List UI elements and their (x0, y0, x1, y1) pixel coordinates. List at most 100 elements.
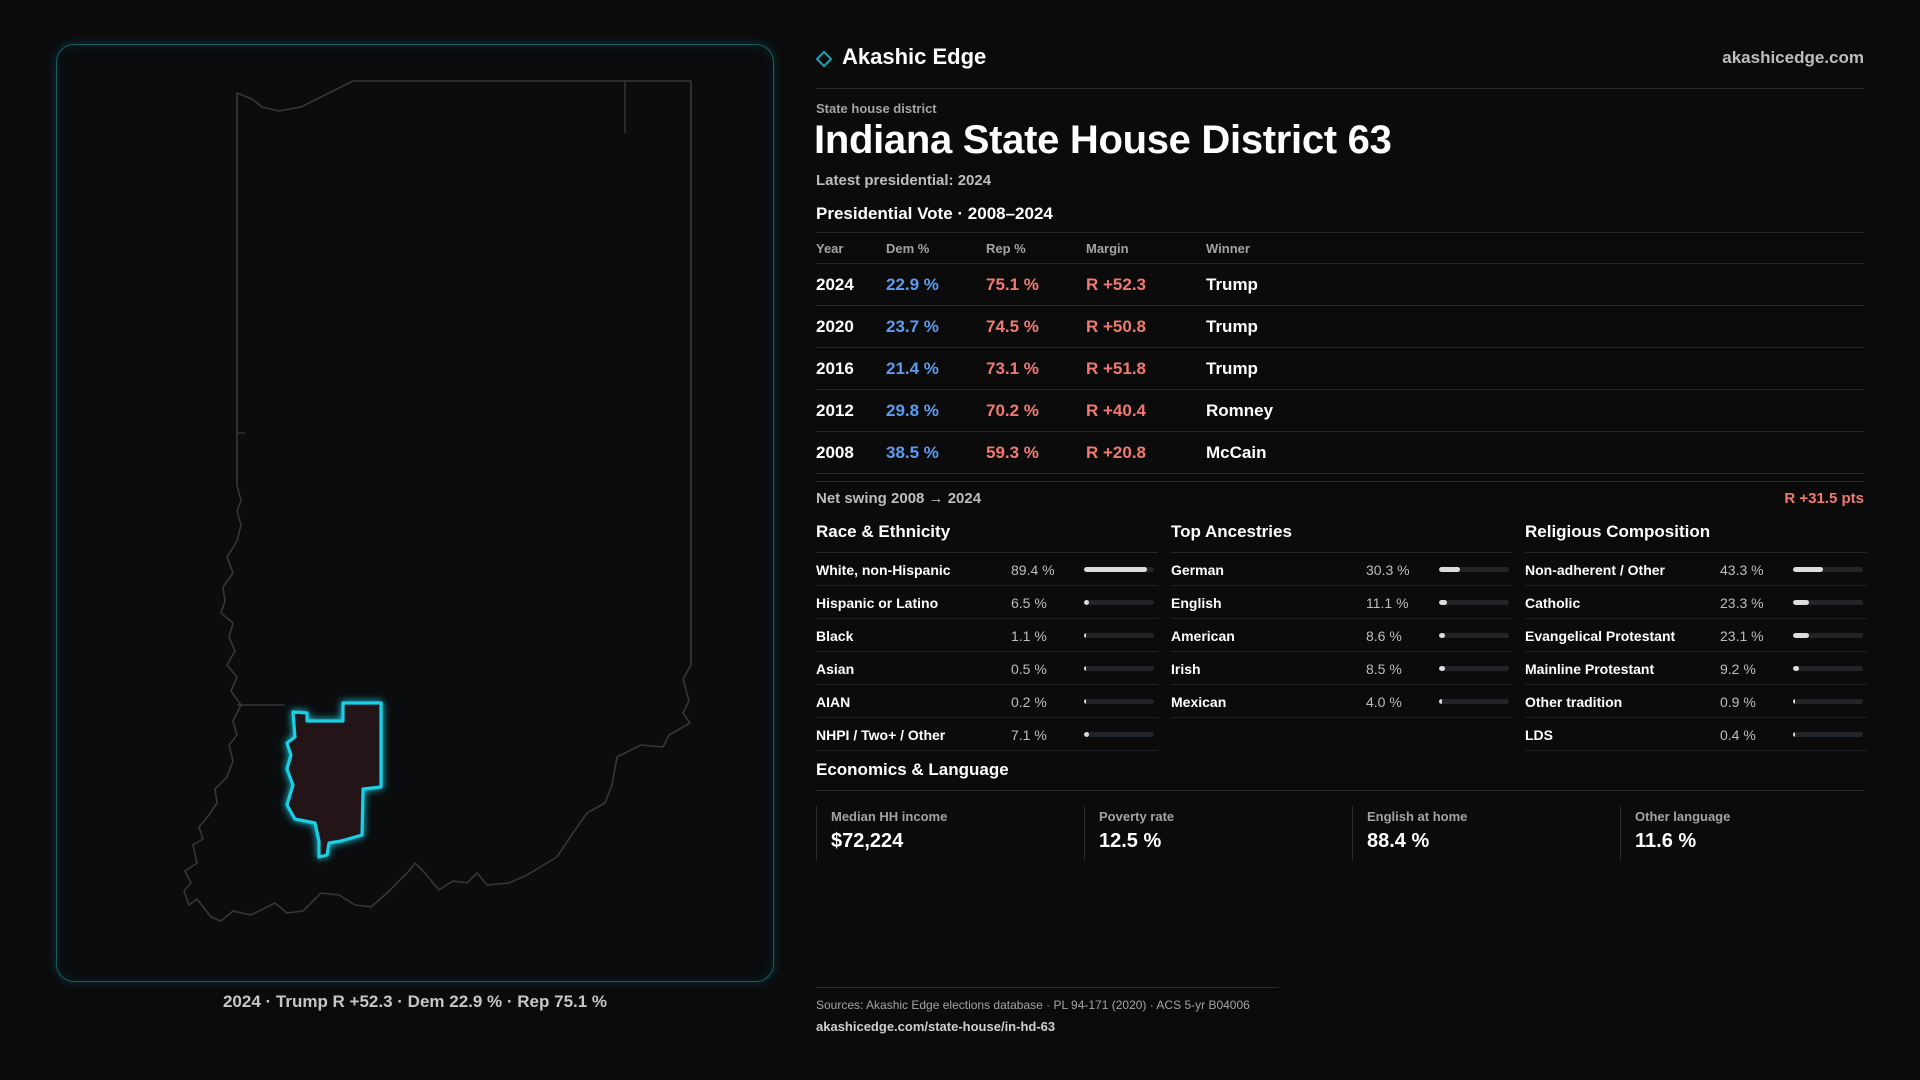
table-row[interactable]: 2024 22.9 % 75.1 % R +52.3 Trump (816, 263, 1864, 305)
economics-heading: Economics & Language (816, 760, 1009, 779)
race-list: White, non-Hispanic 89.4 % Hispanic or Lat… (816, 553, 1158, 751)
share-bar (1793, 633, 1863, 638)
divider (816, 481, 1864, 482)
list-item[interactable]: White, non-Hispanic 89.4 % (816, 553, 1158, 586)
item-label: Hispanic or Latino (816, 595, 939, 611)
item-value: 23.1 % (1720, 628, 1764, 644)
share-bar-fill (1084, 567, 1147, 572)
stat-value: 88.4 % (1367, 830, 1430, 852)
list-item[interactable]: AIAN 0.2 % (816, 685, 1158, 718)
list-item[interactable]: American 8.6 % (1171, 619, 1513, 652)
share-bar-fill (1793, 567, 1824, 572)
list-item[interactable]: Asian 0.5 % (816, 652, 1158, 685)
share-bar-fill (1084, 699, 1086, 704)
column-header-margin: Margin (1086, 241, 1129, 256)
list-item[interactable]: Evangelical Protestant 23.1 % (1525, 619, 1867, 652)
share-bar (1084, 732, 1154, 737)
list-item[interactable]: NHPI / Two+ / Other 7.1 % (816, 718, 1158, 751)
table-row[interactable]: 2020 23.7 % 74.5 % R +50.8 Trump (816, 305, 1864, 347)
list-item[interactable]: Irish 8.5 % (1171, 652, 1513, 685)
item-label: English (1171, 595, 1222, 611)
stat-value: $72,224 (831, 830, 904, 852)
list-item[interactable]: Mexican 4.0 % (1171, 685, 1513, 718)
district-map[interactable] (57, 45, 775, 983)
item-value: 11.1 % (1366, 595, 1409, 611)
table-header-row: Year Dem % Rep % Margin Winner (816, 232, 1864, 263)
share-bar-fill (1084, 732, 1089, 737)
share-bar (1439, 633, 1509, 638)
share-bar-fill (1439, 633, 1446, 638)
race-ethnicity-heading: Race & Ethnicity (816, 522, 1158, 553)
share-bar-fill (1793, 699, 1795, 704)
item-label: German (1171, 562, 1224, 578)
stat-card-english-at-home: English at home 88.4 % (1352, 806, 1604, 860)
winner-cell: Romney (1206, 401, 1274, 420)
divider (816, 88, 1864, 89)
item-label: Irish (1171, 661, 1201, 677)
share-bar (1793, 699, 1863, 704)
share-bar (1793, 600, 1863, 605)
share-bar (1439, 699, 1509, 704)
list-item[interactable]: LDS 0.4 % (1525, 718, 1867, 751)
item-value: 7.1 % (1011, 727, 1047, 743)
race-ethnicity-section: Race & Ethnicity White, non-Hispanic 89.4… (816, 522, 1158, 751)
map-panel[interactable] (56, 44, 774, 982)
rep-cell: 74.5 % (986, 317, 1039, 336)
list-item[interactable]: Hispanic or Latino 6.5 % (816, 586, 1158, 619)
brand-name[interactable]: Akashic Edge (842, 44, 987, 69)
diamond-outline-icon (815, 50, 833, 68)
site-url[interactable]: akashicedge.com (1722, 48, 1864, 67)
dem-cell: 22.9 % (886, 275, 939, 294)
column-header-year: Year (816, 241, 844, 256)
item-value: 0.9 % (1720, 694, 1756, 710)
item-label: Non-adherent / Other (1525, 562, 1666, 578)
item-value: 6.5 % (1011, 595, 1047, 611)
item-label: Black (816, 628, 854, 644)
stat-label: Other language (1635, 809, 1731, 824)
item-label: Mainline Protestant (1525, 661, 1655, 677)
share-bar (1439, 567, 1509, 572)
ancestry-heading: Top Ancestries (1171, 522, 1513, 553)
table-row[interactable]: 2008 38.5 % 59.3 % R +20.8 McCain (816, 431, 1864, 473)
table-row[interactable]: 2016 21.4 % 73.1 % R +51.8 Trump (816, 347, 1864, 389)
list-item[interactable]: English 11.1 % (1171, 586, 1513, 619)
margin-cell: R +52.3 (1086, 275, 1147, 294)
share-bar-fill (1084, 666, 1086, 671)
share-bar (1793, 666, 1863, 671)
divider (816, 790, 1864, 791)
rep-cell: 75.1 % (986, 275, 1039, 294)
year-cell: 2024 (816, 275, 854, 294)
list-item[interactable]: German 30.3 % (1171, 553, 1513, 586)
list-item[interactable]: Catholic 23.3 % (1525, 586, 1867, 619)
latest-presidential: Latest presidential: 2024 (816, 172, 992, 189)
item-label: NHPI / Two+ / Other (816, 727, 946, 743)
rep-cell: 70.2 % (986, 401, 1039, 420)
item-value: 0.4 % (1720, 727, 1756, 743)
list-item[interactable]: Black 1.1 % (816, 619, 1158, 652)
sources-note: Sources: Akashic Edge elections database… (816, 998, 1250, 1012)
list-item[interactable]: Non-adherent / Other 43.3 % (1525, 553, 1867, 586)
stat-card-median-income: Median HH income $72,224 (816, 806, 1068, 860)
margin-cell: R +40.4 (1086, 401, 1147, 420)
share-bar-fill (1439, 567, 1461, 572)
district-63-shape[interactable] (285, 701, 383, 859)
winner-cell: Trump (1206, 317, 1258, 336)
footer-link[interactable]: akashicedge.com/state-house/in-hd-63 (816, 1019, 1056, 1034)
item-value: 0.2 % (1011, 694, 1047, 710)
list-item[interactable]: Mainline Protestant 9.2 % (1525, 652, 1867, 685)
net-swing-value: R +31.5 pts (1784, 490, 1864, 507)
stat-value: 12.5 % (1099, 830, 1162, 852)
list-item[interactable]: Other tradition 0.9 % (1525, 685, 1867, 718)
table-row[interactable]: 2012 29.8 % 70.2 % R +40.4 Romney (816, 389, 1864, 431)
item-value: 8.5 % (1366, 661, 1402, 677)
dem-cell: 38.5 % (886, 443, 939, 462)
stat-label: English at home (1367, 809, 1468, 824)
year-cell: 2012 (816, 401, 854, 420)
item-value: 23.3 % (1720, 595, 1764, 611)
winner-cell: McCain (1206, 443, 1267, 462)
net-swing-label: Net swing 2008 → 2024 (816, 490, 982, 507)
share-bar-fill (1793, 666, 1800, 671)
share-bar-fill (1439, 699, 1442, 704)
dem-cell: 23.7 % (886, 317, 939, 336)
stat-card-poverty-rate: Poverty rate 12.5 % (1084, 806, 1336, 860)
